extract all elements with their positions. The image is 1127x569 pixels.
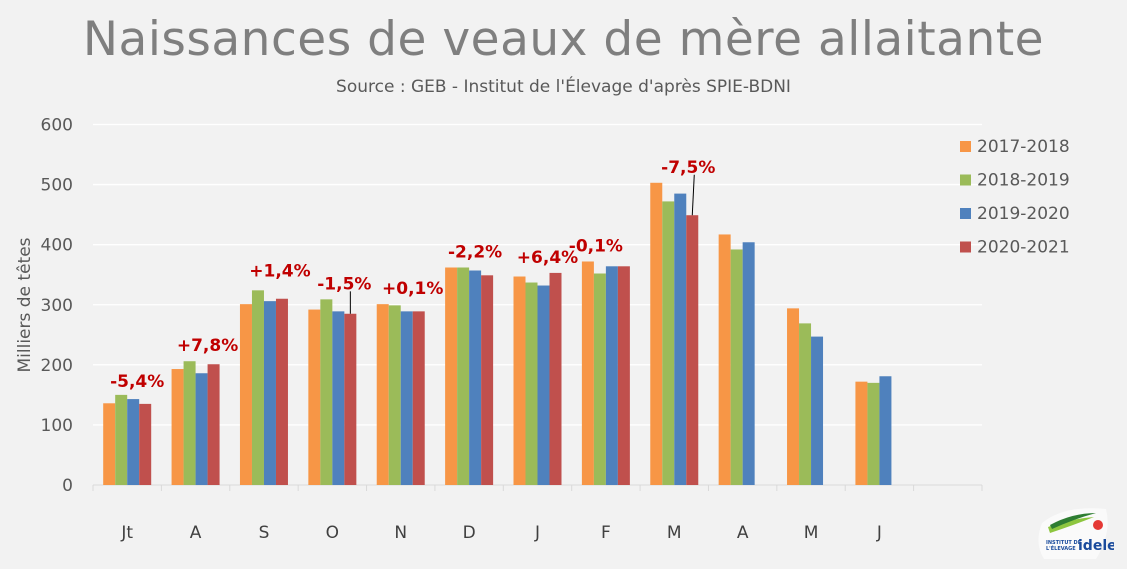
legend-swatch xyxy=(960,241,971,253)
data-label: +1,4% xyxy=(249,261,310,281)
bar-2018-2019-Jt xyxy=(115,394,128,485)
bar-2020-2021-O xyxy=(344,313,357,485)
y-tick-label: 100 xyxy=(41,416,73,436)
bar-2017-2018-M xyxy=(650,182,663,486)
chart-subtitle: Source : GEB - Institut de l'Élevage d'a… xyxy=(336,77,791,97)
bar-2017-2018-S xyxy=(239,304,252,485)
data-label: -0,1% xyxy=(569,236,623,256)
bar-2019-2020-O xyxy=(332,311,345,485)
idele-logo: INSTITUT DE L'ÉLEVAGE idele xyxy=(1038,508,1114,559)
bar-2019-2020-M xyxy=(811,336,824,485)
bar-2018-2019-A xyxy=(183,361,196,485)
data-label: -1,5% xyxy=(317,274,371,294)
bar-2018-2019-A xyxy=(730,249,743,485)
y-axis-label: Milliers de têtes xyxy=(15,237,35,372)
bar-2020-2021-A xyxy=(207,364,220,485)
bar-2019-2020-A xyxy=(742,242,755,485)
bar-2019-2020-M xyxy=(674,193,687,486)
bar-2019-2020-A xyxy=(195,373,208,485)
x-tick-label: M xyxy=(804,523,819,543)
chart-title: Naissances de veaux de mère allaitante xyxy=(82,12,1045,67)
data-label: +6,4% xyxy=(517,248,578,268)
y-tick-label: 0 xyxy=(62,476,73,496)
bar-2019-2020-D xyxy=(469,270,482,485)
bar-2018-2019-M xyxy=(662,201,675,485)
data-label: -7,5% xyxy=(661,158,715,178)
x-tick-label: D xyxy=(463,523,476,543)
bar-2017-2018-J xyxy=(855,381,868,485)
bar-2020-2021-S xyxy=(275,298,288,485)
x-tick-label: J xyxy=(534,523,540,543)
bar-2018-2019-O xyxy=(320,299,333,485)
y-tick-label: 600 xyxy=(41,116,73,136)
legend-label: 2019-2020 xyxy=(977,204,1070,224)
y-tick-label: 500 xyxy=(41,176,73,196)
bar-2017-2018-A xyxy=(171,369,184,485)
bar-2020-2021-N xyxy=(412,311,425,485)
bar-2017-2018-O xyxy=(308,309,321,485)
bar-2020-2021-D xyxy=(481,275,494,485)
bar-2018-2019-F xyxy=(593,273,606,485)
legend-swatch xyxy=(960,208,971,219)
bar-2019-2020-S xyxy=(263,301,276,485)
y-tick-label: 200 xyxy=(41,356,73,376)
svg-text:idele: idele xyxy=(1078,538,1114,554)
y-tick-label: 400 xyxy=(41,236,73,256)
bar-2019-2020-N xyxy=(400,311,413,485)
bar-2019-2020-J xyxy=(879,376,892,485)
x-tick-label: N xyxy=(394,523,407,543)
data-label: -5,4% xyxy=(110,372,164,392)
x-tick-label: A xyxy=(190,523,202,543)
bar-2017-2018-Jt xyxy=(103,403,116,485)
bar-2017-2018-N xyxy=(376,304,389,485)
bar-2018-2019-D xyxy=(457,267,470,485)
x-tick-label: M xyxy=(667,523,682,543)
bar-2017-2018-D xyxy=(445,267,458,485)
bar-2017-2018-M xyxy=(787,308,800,485)
x-tick-label: A xyxy=(737,523,749,543)
y-tick-label: 300 xyxy=(41,296,73,316)
svg-text:INSTITUT DE: INSTITUT DE xyxy=(1046,540,1082,546)
legend-label: 2018-2019 xyxy=(977,171,1070,191)
bar-2019-2020-Jt xyxy=(127,399,140,485)
x-tick-label: O xyxy=(326,523,339,543)
bar-2017-2018-F xyxy=(581,261,594,485)
svg-text:L'ÉLEVAGE: L'ÉLEVAGE xyxy=(1046,544,1076,552)
bar-2020-2021-F xyxy=(617,266,630,485)
bar-2018-2019-N xyxy=(388,305,401,485)
bar-2019-2020-J xyxy=(537,285,550,485)
leader-line xyxy=(691,174,695,216)
legend-swatch xyxy=(960,141,971,152)
x-tick-label: Jt xyxy=(120,523,133,543)
bar-2018-2019-J xyxy=(867,382,880,485)
bar-2020-2021-Jt xyxy=(139,403,152,485)
bar-2017-2018-A xyxy=(718,234,731,485)
bar-2020-2021-J xyxy=(549,272,562,485)
legend-label: 2017-2018 xyxy=(977,137,1070,157)
data-label: +0,1% xyxy=(382,279,443,299)
legend-label: 2020-2021 xyxy=(977,238,1070,258)
x-tick-label: F xyxy=(601,523,611,543)
data-label: -2,2% xyxy=(448,242,502,262)
x-tick-label: S xyxy=(259,523,270,543)
bar-2020-2021-M xyxy=(686,215,699,485)
bar-2018-2019-M xyxy=(799,323,812,485)
bar-2018-2019-J xyxy=(525,282,538,485)
bar-2017-2018-J xyxy=(513,276,526,485)
bar-2018-2019-S xyxy=(251,290,264,485)
x-tick-label: J xyxy=(876,523,882,543)
legend-swatch xyxy=(960,174,971,186)
data-label: +7,8% xyxy=(177,336,238,356)
bar-2019-2020-F xyxy=(605,266,618,485)
